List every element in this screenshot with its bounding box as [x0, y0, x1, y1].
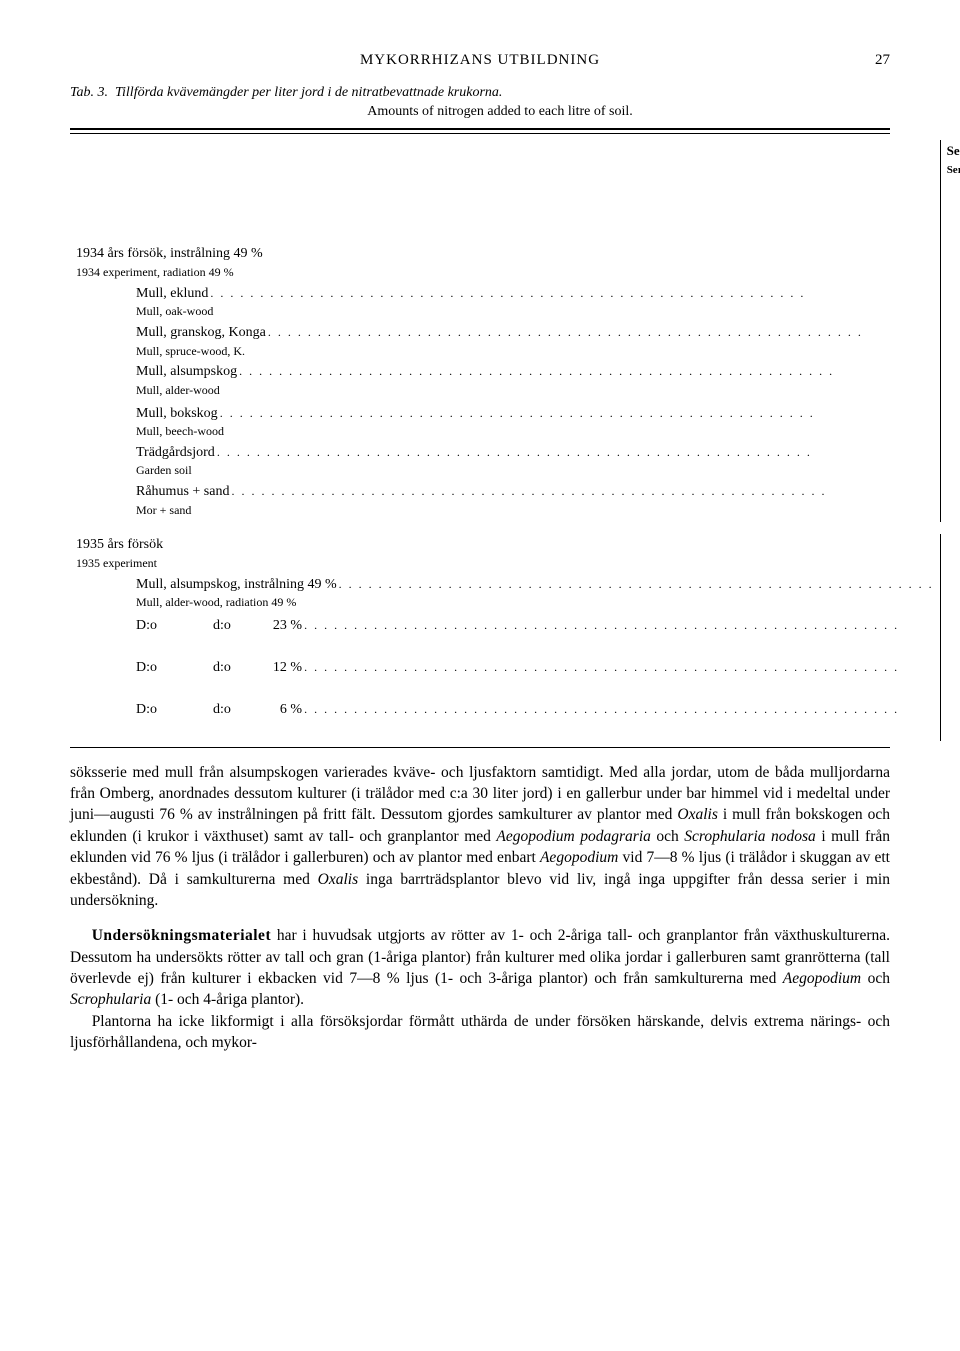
group-header: 1935 års försök1935 experiment [70, 534, 940, 573]
table-bottom-rule [70, 747, 890, 748]
row-label: Mull, eklund. . . . . . . . . . . . . . … [70, 283, 940, 322]
table-row: Mull, eklund. . . . . . . . . . . . . . … [70, 283, 960, 322]
row-label: Råhumus + sand. . . . . . . . . . . . . … [70, 481, 940, 523]
body-paragraph-2: Undersökningsmaterialet har i huvudsak u… [70, 925, 890, 1011]
row-label: Mull, bokskog. . . . . . . . . . . . . .… [70, 403, 940, 442]
table-top-rule [70, 128, 890, 134]
group-header: 1934 års försök, instrålning 49 %1934 ex… [70, 243, 940, 282]
row-label: D:o d:o 6 %. . . . . . . . . . . . . . .… [70, 699, 940, 741]
table-caption: Tab. 3. Tillförda kvävemängder per liter… [70, 84, 890, 122]
running-header: MYKORRHIZANS UTBILDNING 27 [70, 50, 890, 70]
table-row: Mull, bokskog. . . . . . . . . . . . . .… [70, 403, 960, 442]
page-number: 27 [875, 50, 890, 70]
body-paragraph-3: Plantorna ha icke likformigt i alla förs… [70, 1011, 890, 1054]
caption-line2: Amounts of nitrogen added to each litre … [70, 103, 890, 122]
table-row: Trädgårdsjord. . . . . . . . . . . . . .… [70, 442, 960, 481]
data-table: Serie Series Kvävetillsats per liter jor… [70, 140, 960, 741]
running-title: MYKORRHIZANS UTBILDNING [360, 52, 600, 68]
table-row: D:o d:o 23 %. . . . . . . . . . . . . . … [70, 615, 960, 657]
caption-line1: Tillförda kvävemängder per liter jord i … [115, 85, 502, 100]
table-row: D:o d:o 6 %. . . . . . . . . . . . . . .… [70, 699, 960, 741]
table-row: Mull, alsumpskog, instrålning 49 %. . . … [70, 574, 960, 616]
table-row: Mull, alsumpskog. . . . . . . . . . . . … [70, 361, 960, 403]
row-label: D:o d:o 23 %. . . . . . . . . . . . . . … [70, 615, 940, 657]
body-paragraph-1: söksserie med mull från alsumpskogen var… [70, 762, 890, 912]
row-label: Mull, alsumpskog, instrålning 49 %. . . … [70, 574, 940, 616]
table-row: D:o d:o 12 %. . . . . . . . . . . . . . … [70, 657, 960, 699]
row-label: D:o d:o 12 %. . . . . . . . . . . . . . … [70, 657, 940, 699]
series-header: Serie Series [940, 140, 960, 243]
caption-label: Tab. 3. [70, 85, 108, 100]
row-label: Trädgårdsjord. . . . . . . . . . . . . .… [70, 442, 940, 481]
row-label: Mull, granskog, Konga. . . . . . . . . .… [70, 322, 940, 361]
table-row: Mull, granskog, Konga. . . . . . . . . .… [70, 322, 960, 361]
row-label: Mull, alsumpskog. . . . . . . . . . . . … [70, 361, 940, 403]
table-row: Råhumus + sand. . . . . . . . . . . . . … [70, 481, 960, 523]
